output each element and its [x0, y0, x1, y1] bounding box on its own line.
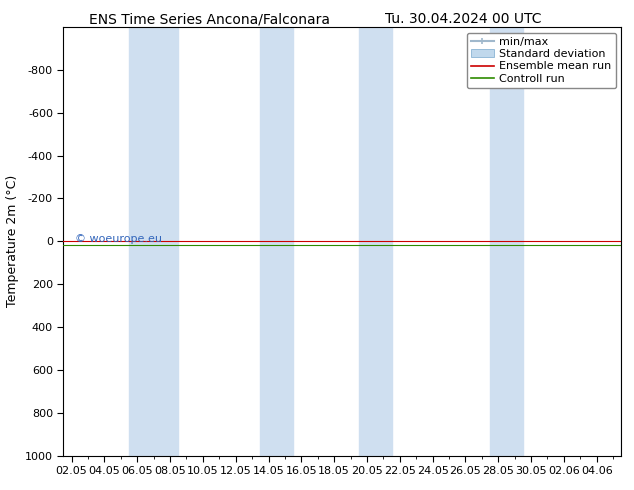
Bar [490, 27, 523, 456]
Text: ENS Time Series Ancona/Falconara: ENS Time Series Ancona/Falconara [89, 12, 330, 26]
Text: Tu. 30.04.2024 00 UTC: Tu. 30.04.2024 00 UTC [385, 12, 541, 26]
Y-axis label: Temperature 2m (°C): Temperature 2m (°C) [6, 175, 20, 307]
Bar [261, 27, 293, 456]
Bar [359, 27, 392, 456]
Legend: min/max, Standard deviation, Ensemble mean run, Controll run: min/max, Standard deviation, Ensemble me… [467, 32, 616, 88]
Text: © woeurope.eu: © woeurope.eu [75, 234, 162, 244]
Bar [621, 27, 634, 456]
Bar [129, 27, 178, 456]
